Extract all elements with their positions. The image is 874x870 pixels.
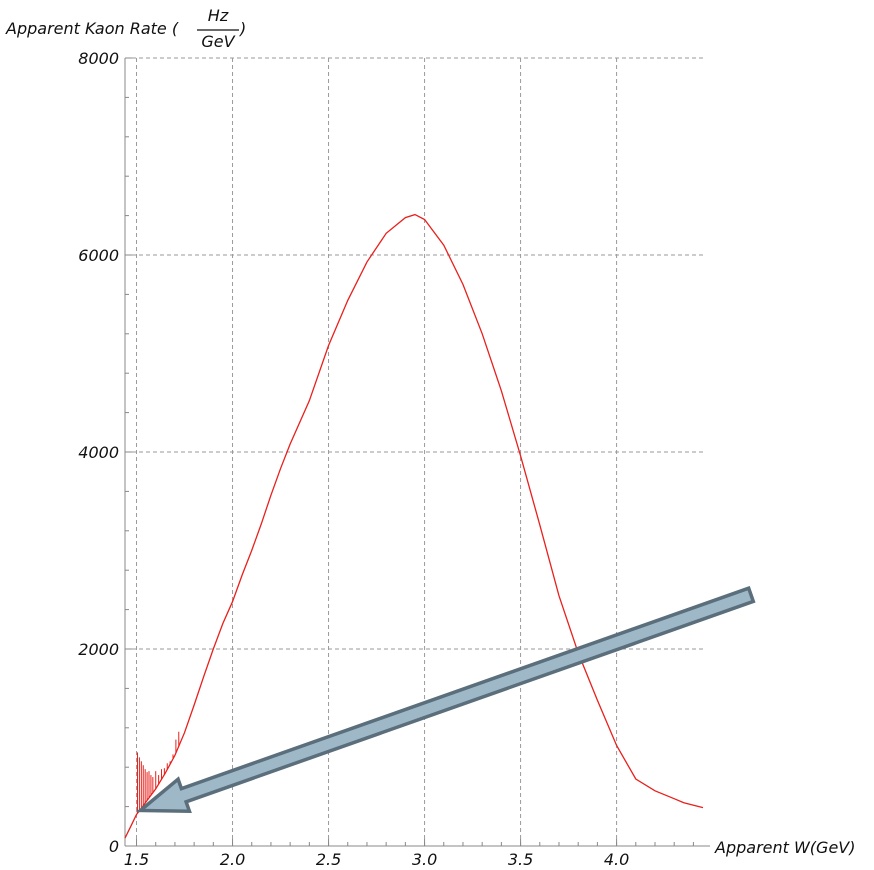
x-tick-label: 2.0 [220,850,245,869]
y-tick-label: 8000 [78,49,119,68]
axes [124,57,710,847]
annotation-arrow-layer [135,585,756,813]
series-layer [124,213,704,839]
y-axis-title-suffix: ) [239,19,246,38]
y-axis-title: Apparent Kaon Rate ( Hz GeV ) [5,6,246,51]
y-axis-title-denominator: GeV [201,32,235,51]
x-axis-title: Apparent W(GeV) [714,838,855,857]
x-tick-label: 3.0 [412,850,437,869]
series-line [124,213,704,839]
x-tick-label: 1.5 [124,850,149,869]
y-tick-label: 0 [109,837,119,856]
grid-lines [125,57,703,846]
y-axis-title-prefix: Apparent Kaon Rate ( [5,19,179,38]
y-tick-label: 2000 [78,640,119,659]
annotation-arrow [135,585,756,813]
y-tick-label: 6000 [78,246,119,265]
y-tick-label: 4000 [78,443,119,462]
y-axis-title-numerator: Hz [208,6,229,25]
tick-labels: 1.5 2.0 2.5 3.0 3.5 4.0 0 2000 4000 6000 8000 [78,49,629,869]
x-tick-label: 2.5 [316,850,341,869]
x-tick-label: 3.5 [508,850,533,869]
x-tick-label: 4.0 [604,850,629,869]
